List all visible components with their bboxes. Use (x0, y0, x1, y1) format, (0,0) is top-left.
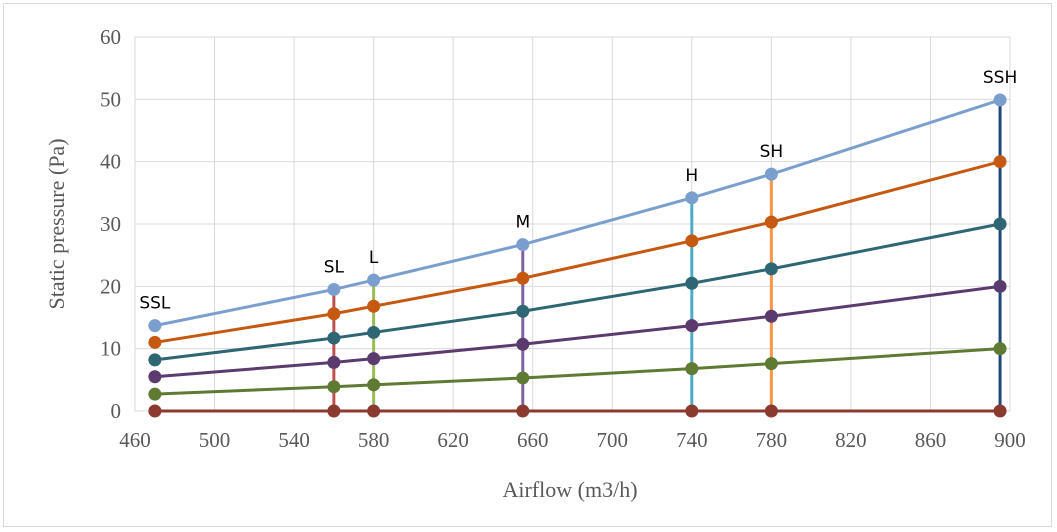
vertical-lines (332, 99, 1002, 411)
data-point (993, 93, 1007, 107)
x-tick-label: 860 (915, 428, 947, 452)
data-point (993, 342, 1007, 356)
data-point (327, 282, 341, 296)
data-point (764, 309, 778, 323)
data-point (367, 352, 381, 366)
data-point (367, 404, 381, 418)
data-point (764, 357, 778, 371)
y-tick-label: 60 (100, 25, 121, 49)
x-tick-label: 580 (358, 428, 390, 452)
data-point (685, 362, 699, 376)
data-point (327, 331, 341, 345)
x-axis-title: Airflow (m3/h) (502, 477, 637, 502)
point-label: SH (760, 142, 784, 162)
data-point (685, 319, 699, 333)
y-tick-label: 40 (100, 150, 121, 174)
x-tick-label: 740 (676, 428, 708, 452)
point-label: SSL (139, 294, 171, 314)
series-points (148, 93, 1007, 418)
point-label: SL (324, 257, 345, 277)
x-tick-label: 500 (199, 428, 231, 452)
data-point (516, 271, 530, 285)
y-tick-label: 20 (100, 274, 121, 298)
x-tick-label: 780 (756, 428, 788, 452)
data-point (993, 217, 1007, 231)
x-tick-label: 620 (437, 428, 469, 452)
data-point (993, 155, 1007, 169)
y-axis-title: Static pressure (Pa) (44, 138, 69, 309)
series-line (154, 98, 1001, 328)
point-label: M (515, 213, 530, 233)
y-tick-label: 0 (111, 399, 122, 423)
data-point (993, 279, 1007, 293)
data-point (685, 191, 699, 205)
y-tick-label: 50 (100, 87, 121, 111)
point-labels: SSL SL L M H SH SSH (139, 68, 1017, 314)
chart-frame (3, 3, 1052, 527)
data-point (148, 353, 162, 367)
series-line (154, 347, 1001, 396)
data-point (516, 304, 530, 318)
y-tick-label: 10 (100, 337, 121, 361)
data-point (764, 215, 778, 229)
x-tick-label: 660 (517, 428, 549, 452)
data-point (993, 404, 1007, 418)
x-tick-label: 460 (119, 428, 151, 452)
data-point (516, 371, 530, 385)
data-point (327, 355, 341, 369)
data-point (148, 404, 162, 418)
data-point (685, 234, 699, 248)
data-point (516, 238, 530, 252)
x-tick-label: 820 (835, 428, 867, 452)
point-label: SSH (983, 68, 1017, 88)
data-point (764, 262, 778, 276)
data-point (367, 273, 381, 287)
data-point (685, 404, 699, 418)
data-point (685, 276, 699, 290)
data-point (148, 370, 162, 384)
gridlines (134, 36, 1011, 412)
series-lines (154, 98, 1001, 413)
data-point (148, 319, 162, 333)
data-point (764, 404, 778, 418)
y-tick-label: 30 (100, 212, 121, 236)
data-point (327, 307, 341, 321)
data-point (148, 387, 162, 401)
data-point (367, 299, 381, 313)
data-point (516, 404, 530, 418)
point-label: L (369, 248, 379, 268)
x-tick-label: 900 (994, 428, 1026, 452)
data-point (367, 325, 381, 339)
data-point (367, 378, 381, 392)
x-tick-label: 540 (278, 428, 310, 452)
point-label: H (685, 166, 698, 186)
x-tick-label: 700 (597, 428, 629, 452)
data-point (148, 335, 162, 349)
tick-labels: 0 10 20 30 40 50 60 460 500 540 580 620 660 700 740 780… (100, 25, 1026, 452)
series-line (154, 160, 1001, 344)
data-point (327, 380, 341, 394)
data-point (327, 404, 341, 418)
data-point (764, 167, 778, 181)
data-point (516, 337, 530, 351)
